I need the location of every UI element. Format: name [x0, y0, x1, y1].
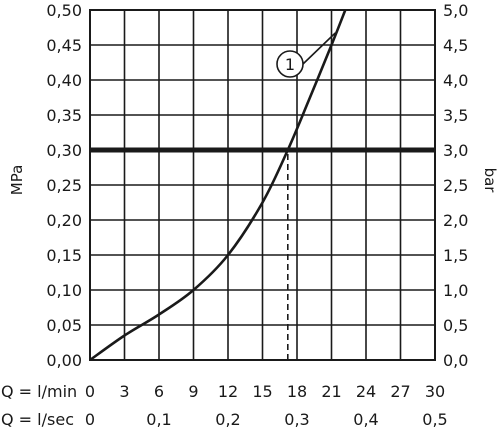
- x-tick-label-lmin: 18: [287, 382, 307, 401]
- x-tick-label-lmin: 15: [252, 382, 272, 401]
- y-right-tick-label: 0,5: [443, 316, 468, 335]
- x-axis-label-lmin: Q = l/min: [1, 382, 77, 401]
- plot-border: [89, 9, 436, 361]
- x-axis-tick-labels: 0 3 6 9 12 15 18 21 24 27 30 0 0,1 0,2 0,3 0,4 0,5: [85, 382, 448, 429]
- x-tick-label-lmin: 3: [119, 382, 129, 401]
- y-right-tick-label: 1,5: [443, 246, 468, 265]
- y-left-tick-label: 0,45: [46, 36, 82, 55]
- y-left-tick-label: 0,10: [46, 281, 82, 300]
- y-left-axis-label: MPa: [8, 165, 26, 196]
- reference-lines: [90, 147, 435, 360]
- x-tick-label-lmin: 30: [425, 382, 445, 401]
- y-left-tick-label: 0,35: [46, 106, 82, 125]
- series-marker-leader: [302, 32, 336, 65]
- y-right-tick-label: 4,0: [443, 71, 468, 90]
- x-tick-label-lsec: 0,3: [284, 410, 309, 429]
- y-left-tick-label: 0,20: [46, 211, 82, 230]
- y-right-tick-label: 0,0: [443, 351, 468, 370]
- y-right-tick-labels: 0,0 0,5 1,0 1,5 2,0 2,5 3,0 3,5 4,0 4,5 5,0: [443, 1, 468, 370]
- y-left-tick-labels: 0,00 0,05 0,10 0,15 0,20 0,25 0,30 0,35 0,40 0,45…: [46, 1, 82, 370]
- x-tick-label-lsec: 0,1: [146, 410, 171, 429]
- series-marker-label: 1: [285, 55, 295, 74]
- x-tick-label-lmin: 12: [218, 382, 238, 401]
- y-right-axis-label: bar: [481, 168, 499, 194]
- y-right-tick-label: 4,5: [443, 36, 468, 55]
- y-left-tick-label: 0,50: [46, 1, 82, 20]
- series-curve: [89, 9, 347, 362]
- grid: [89, 9, 436, 361]
- y-left-tick-label: 0,30: [46, 141, 82, 160]
- plot-frame: [89, 9, 436, 361]
- x-tick-label-lmin: 0: [85, 382, 95, 401]
- y-left-tick-label: 0,15: [46, 246, 82, 265]
- y-right-tick-label: 2,0: [443, 211, 468, 230]
- x-axis-label-lsec: Q = l/sec: [1, 410, 74, 429]
- x-tick-label-lmin: 9: [188, 382, 198, 401]
- x-tick-label-lsec: 0,5: [422, 410, 447, 429]
- y-right-tick-label: 3,5: [443, 106, 468, 125]
- x-tick-label-lmin: 6: [154, 382, 164, 401]
- series-marker-circle: [276, 50, 304, 78]
- x-tick-label-lmin: 24: [356, 382, 376, 401]
- x-tick-label-lsec: 0,2: [215, 410, 240, 429]
- y-left-tick-label: 0,25: [46, 176, 82, 195]
- x-tick-label-lmin: 27: [390, 382, 410, 401]
- y-left-tick-label: 0,40: [46, 71, 82, 90]
- x-tick-label-lmin: 21: [321, 382, 341, 401]
- series-marker: 1: [276, 32, 336, 78]
- x-tick-label-lsec: 0: [85, 410, 95, 429]
- y-left-tick-label: 0,00: [46, 351, 82, 370]
- y-left-tick-label: 0,05: [46, 316, 82, 335]
- y-right-tick-label: 5,0: [443, 1, 468, 20]
- y-right-tick-label: 1,0: [443, 281, 468, 300]
- series-curves: [89, 9, 347, 362]
- y-right-tick-label: 3,0: [443, 141, 468, 160]
- x-tick-label-lsec: 0,4: [353, 410, 378, 429]
- y-right-tick-label: 2,5: [443, 176, 468, 195]
